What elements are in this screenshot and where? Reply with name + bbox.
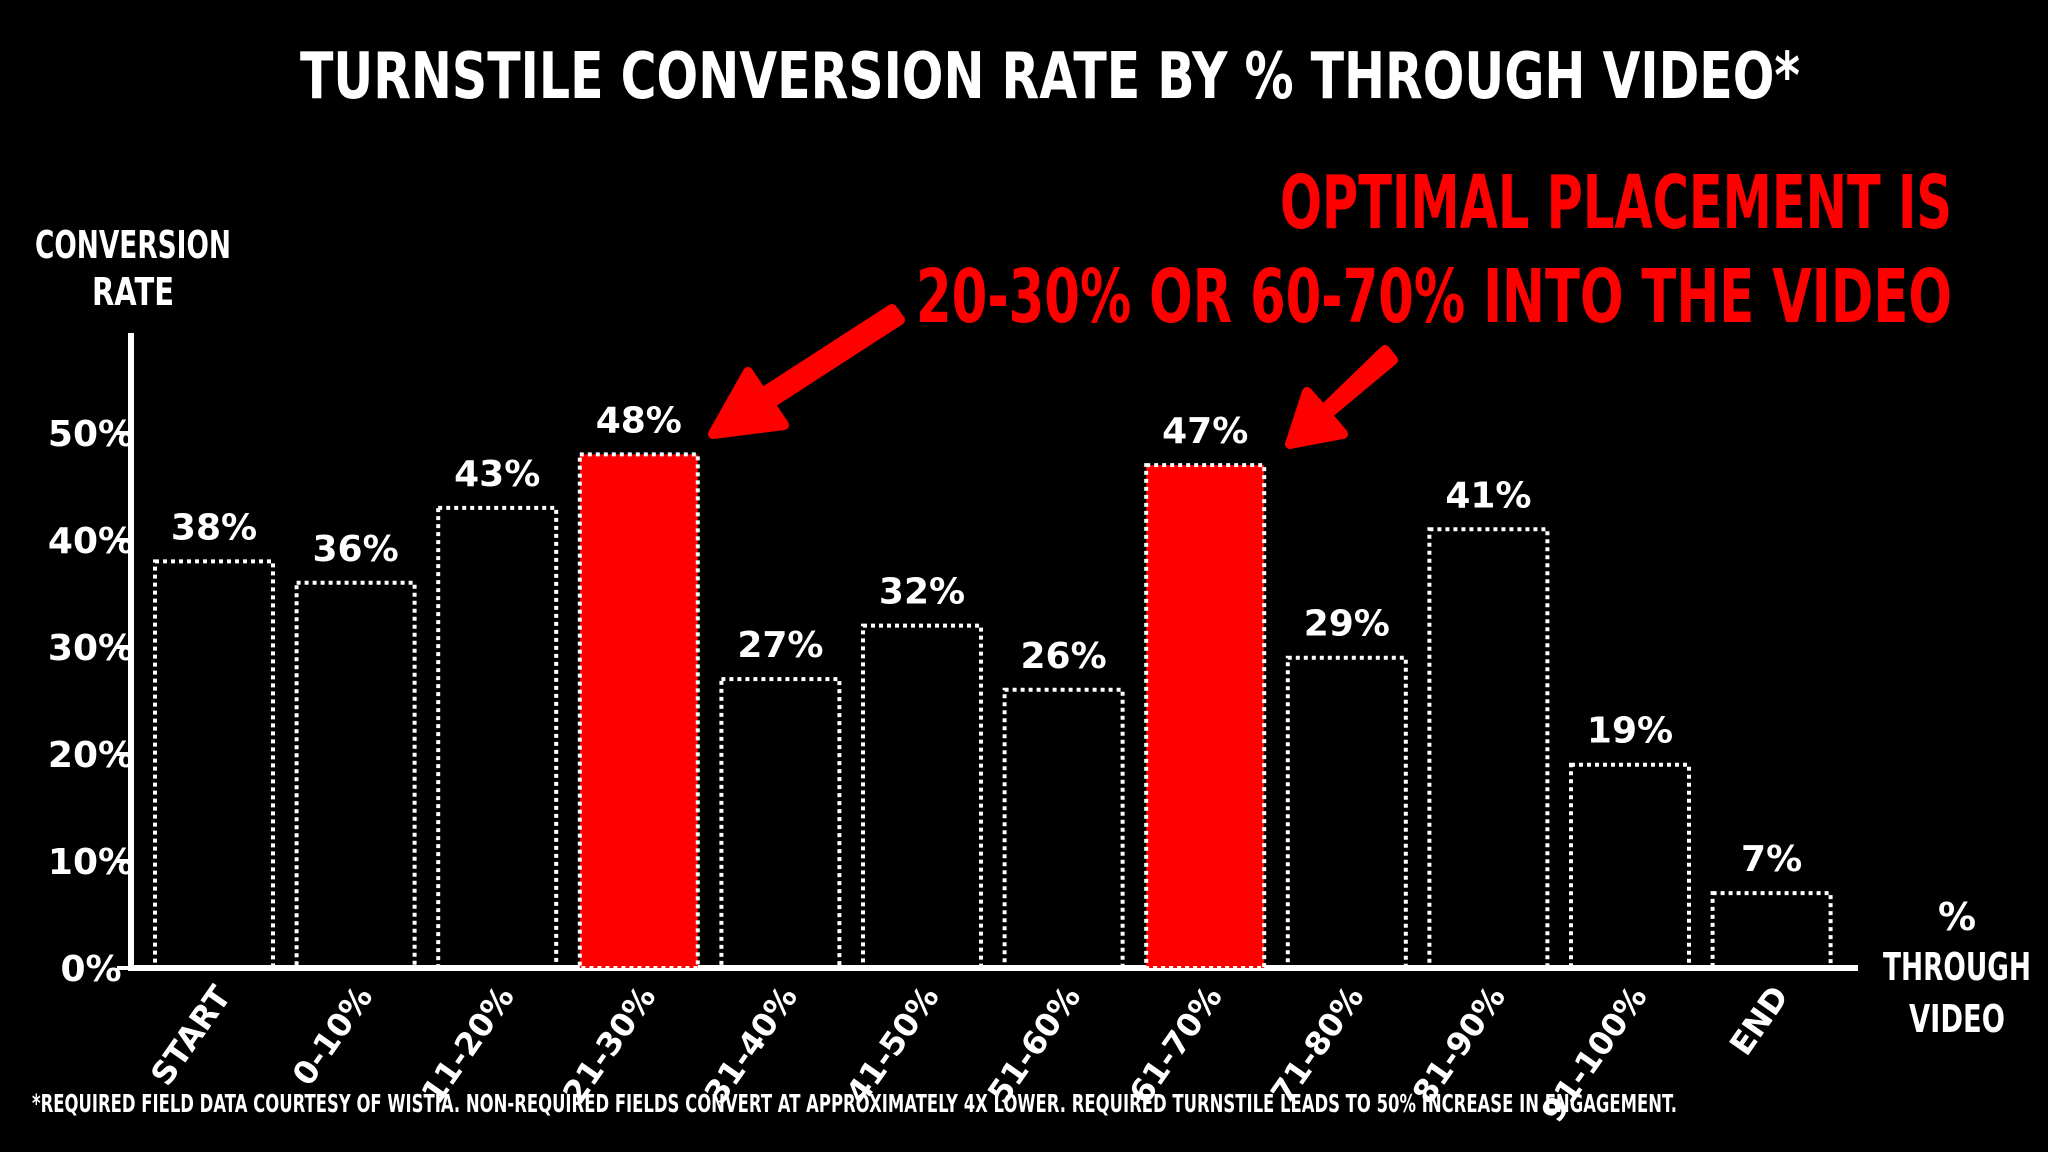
x-tick-label: 0-10%: [285, 979, 380, 1093]
bar: [719, 677, 842, 970]
arrow-to-61-70-bar: [1285, 345, 1398, 449]
y-tick-label: 10%: [48, 842, 134, 883]
bar-value-label: 26%: [1021, 636, 1107, 677]
bar: [1002, 687, 1125, 970]
bar-value-label: 19%: [1587, 711, 1673, 752]
bar-value-label: 32%: [879, 572, 965, 613]
bar: [294, 580, 417, 970]
x-tick-label: END: [1722, 979, 1796, 1062]
x-axis-title-line-3: VIDEO: [1909, 997, 2005, 1041]
y-tick-label: 30%: [48, 628, 134, 669]
bar: [1710, 891, 1833, 970]
bar-value-label: 27%: [737, 625, 823, 666]
bar-value-label: 38%: [171, 507, 257, 548]
bar-value-label: 43%: [454, 454, 540, 495]
bar: [153, 559, 275, 971]
y-tick-label: 40%: [48, 521, 134, 562]
y-tick-label: 0%: [60, 949, 121, 990]
bar: [1285, 655, 1408, 970]
bar: [436, 505, 559, 970]
bar: [1427, 527, 1550, 970]
arrow-to-21-30-bar: [708, 304, 905, 439]
x-tick-label: START: [143, 979, 239, 1093]
x-axis-title-line-1: %: [1938, 895, 1976, 939]
bar-value-label: 29%: [1304, 604, 1390, 645]
chart-title: TURNSTILE CONVERSION RATE BY % THROUGH V…: [300, 40, 1800, 114]
bar-value-label: 48%: [596, 400, 682, 441]
y-tick-label: 20%: [48, 735, 134, 776]
y-tick-label: 50%: [48, 414, 134, 455]
bar-value-label: 7%: [1741, 839, 1802, 880]
bar: [861, 623, 983, 970]
x-axis-title-line-2: THROUGH: [1883, 945, 2031, 989]
y-axis-title-line-1: CONVERSION: [35, 223, 231, 267]
bar-highlighted: [577, 452, 700, 970]
y-axis-title-line-2: RATE: [92, 270, 174, 314]
bar-value-label: 47%: [1162, 411, 1248, 452]
bar-value-label: 36%: [313, 529, 399, 570]
annotation-line-2: 20-30% OR 60-70% INTO THE VIDEO: [916, 254, 1952, 340]
bar-value-label: 41%: [1445, 475, 1531, 516]
bar: [1569, 762, 1691, 971]
bar-highlighted: [1144, 463, 1267, 970]
annotation-line-1: OPTIMAL PLACEMENT IS: [1280, 160, 1952, 246]
footnote: *REQUIRED FIELD DATA COURTESY OF WISTIA.…: [32, 1089, 1677, 1118]
